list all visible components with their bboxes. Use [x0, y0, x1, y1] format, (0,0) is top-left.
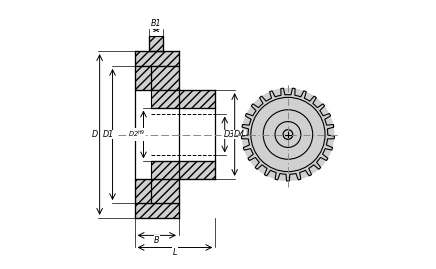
Polygon shape	[135, 66, 179, 90]
Polygon shape	[149, 36, 163, 51]
Text: D1: D1	[102, 130, 114, 139]
Polygon shape	[135, 203, 179, 218]
Text: L: L	[173, 248, 177, 257]
Text: B: B	[154, 236, 160, 245]
Text: B1: B1	[151, 19, 161, 29]
Polygon shape	[151, 90, 215, 108]
Polygon shape	[242, 88, 334, 181]
Polygon shape	[151, 161, 215, 179]
Circle shape	[242, 88, 334, 181]
Polygon shape	[135, 51, 179, 66]
Polygon shape	[135, 179, 179, 203]
Text: D: D	[92, 130, 98, 139]
Text: D2$^{H9}$: D2$^{H9}$	[128, 129, 145, 140]
Text: D3: D3	[224, 130, 235, 139]
Text: D4: D4	[234, 130, 245, 139]
